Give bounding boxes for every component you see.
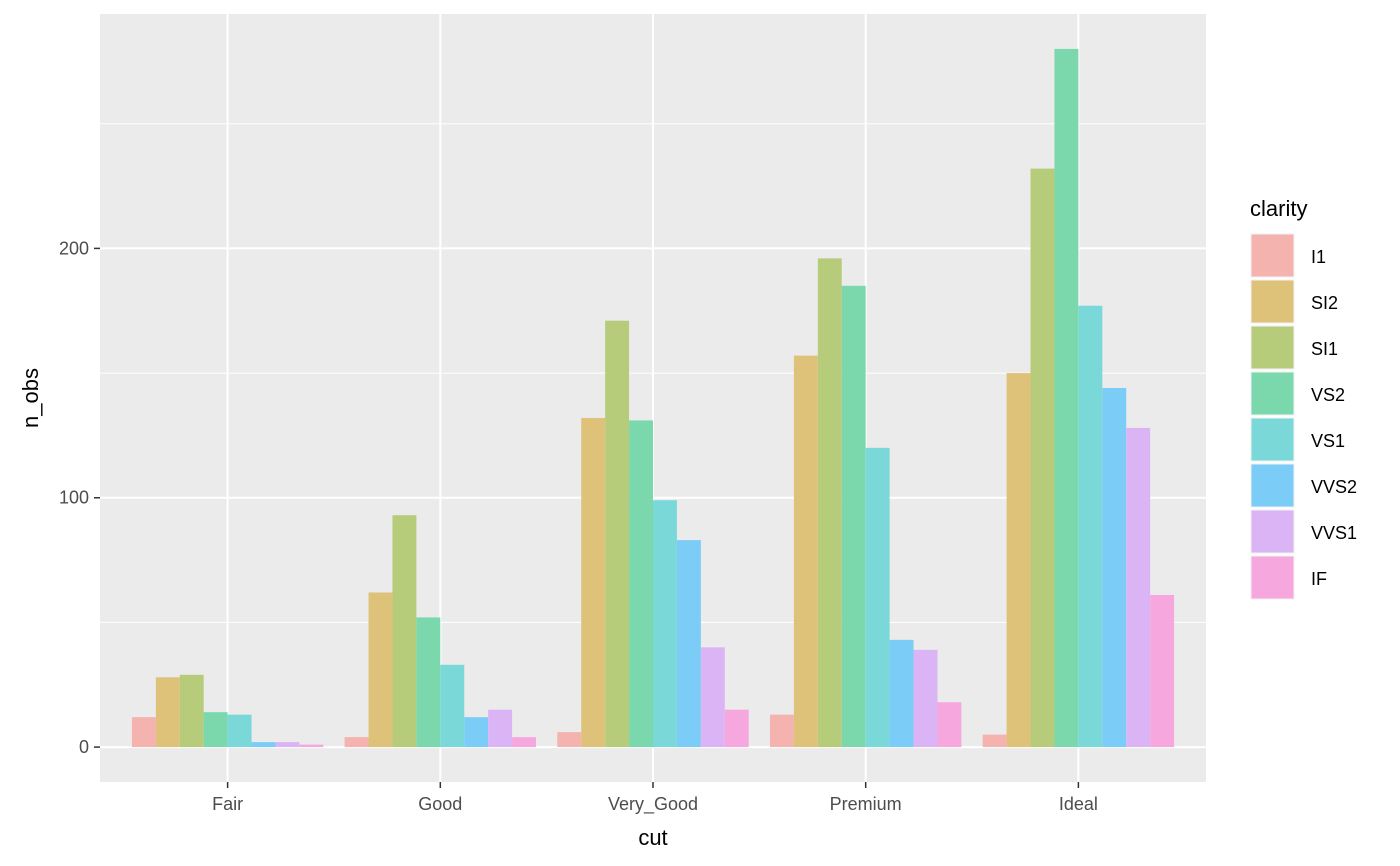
bar-I1-Fair bbox=[131, 717, 156, 748]
bar-VS1-Good bbox=[440, 664, 465, 748]
bar-IF-Premium bbox=[937, 702, 962, 748]
bar-VVS2-Premium bbox=[889, 639, 914, 748]
bar-VVS2-Fair bbox=[251, 742, 276, 748]
bar-SI1-Very_Good bbox=[605, 320, 630, 748]
bar-SI1-Fair bbox=[179, 674, 204, 748]
legend: clarity I1 SI2 SI1 VS2 VS1 VVS2 VVS1 IF bbox=[1250, 196, 1357, 600]
legend-key-IF bbox=[1250, 555, 1295, 600]
bar-IF-Ideal bbox=[1150, 594, 1175, 748]
legend-key-VS1 bbox=[1250, 417, 1295, 462]
bar-SI1-Premium bbox=[817, 258, 842, 748]
x-axis-title: cut bbox=[638, 825, 667, 850]
bar-SI2-Good bbox=[368, 592, 393, 748]
bar-VVS2-Good bbox=[464, 717, 489, 748]
bar-VS2-Ideal bbox=[1054, 48, 1079, 748]
y-tick-label: 0 bbox=[79, 737, 89, 757]
x-tick-label: Fair bbox=[212, 794, 243, 814]
legend-key-VVS1 bbox=[1250, 509, 1295, 554]
bar-SI2-Fair bbox=[155, 677, 180, 748]
y-tick-label: 200 bbox=[59, 238, 89, 258]
bar-VVS1-Fair bbox=[275, 742, 300, 748]
bar-SI1-Good bbox=[392, 515, 417, 748]
legend-label: SI1 bbox=[1311, 339, 1338, 359]
bar-VS2-Good bbox=[416, 617, 441, 748]
bar-VS2-Premium bbox=[841, 285, 866, 748]
x-tick-label: Ideal bbox=[1059, 794, 1098, 814]
bar-VS1-Ideal bbox=[1078, 305, 1103, 748]
legend-key-SI1 bbox=[1250, 325, 1295, 370]
bar-IF-Very_Good bbox=[724, 709, 749, 748]
legend-label: IF bbox=[1311, 569, 1327, 589]
bar-VS2-Very_Good bbox=[629, 420, 653, 748]
legend-key-VVS2 bbox=[1250, 463, 1295, 508]
y-axis-title: n_obs bbox=[18, 368, 43, 428]
legend-title: clarity bbox=[1250, 196, 1307, 221]
legend-label: VVS2 bbox=[1311, 477, 1357, 497]
bar-I1-Very_Good bbox=[557, 732, 582, 748]
bar-VVS1-Very_Good bbox=[700, 647, 725, 748]
bar-VS2-Fair bbox=[203, 712, 228, 748]
legend-label: VVS1 bbox=[1311, 523, 1357, 543]
bar-VVS1-Ideal bbox=[1126, 427, 1151, 748]
x-tick-label: Good bbox=[418, 794, 462, 814]
bar-VS1-Fair bbox=[227, 714, 252, 748]
bar-VS1-Premium bbox=[865, 447, 890, 748]
bar-VVS1-Good bbox=[488, 709, 513, 748]
bar-SI2-Ideal bbox=[1006, 373, 1031, 748]
bar-IF-Good bbox=[512, 737, 537, 748]
legend-label: VS1 bbox=[1311, 431, 1345, 451]
bar-I1-Good bbox=[344, 737, 369, 748]
legend-key-VS2 bbox=[1250, 371, 1295, 416]
bar-I1-Ideal bbox=[982, 734, 1007, 748]
legend-label: SI2 bbox=[1311, 293, 1338, 313]
bar-VS1-Very_Good bbox=[653, 500, 677, 748]
bar-IF-Fair bbox=[299, 744, 324, 748]
bar-VVS2-Very_Good bbox=[676, 540, 701, 748]
bar-SI2-Premium bbox=[793, 355, 818, 748]
bar-SI2-Very_Good bbox=[581, 417, 606, 748]
legend-label: I1 bbox=[1311, 247, 1326, 267]
legend-key-SI2 bbox=[1250, 279, 1295, 324]
x-tick-label: Premium bbox=[830, 794, 902, 814]
bar-I1-Premium bbox=[769, 714, 794, 748]
bar-VVS1-Premium bbox=[913, 649, 938, 748]
legend-label: VS2 bbox=[1311, 385, 1345, 405]
x-tick-label: Very_Good bbox=[608, 794, 698, 815]
bar-SI1-Ideal bbox=[1030, 168, 1055, 748]
y-tick-label: 100 bbox=[59, 488, 89, 508]
legend-key-I1 bbox=[1250, 233, 1295, 278]
bar-VVS2-Ideal bbox=[1102, 388, 1127, 748]
